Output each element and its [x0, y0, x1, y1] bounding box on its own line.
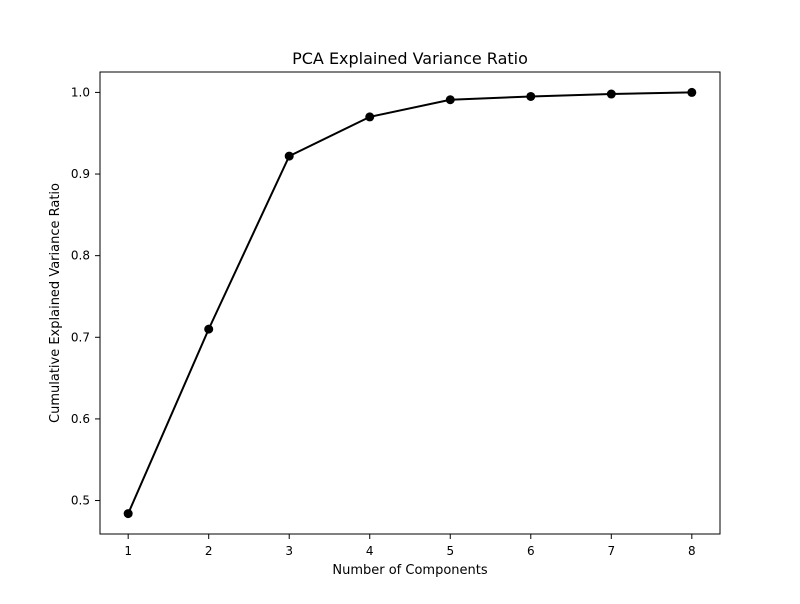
chart-title: PCA Explained Variance Ratio: [292, 49, 528, 68]
y-tick-label: 0.6: [71, 412, 90, 426]
ticks-layer: 1 2 3 4 5 6 7 8 0.5 0.6 0.7 0.8 0.9 1.0: [71, 85, 696, 558]
y-tick-label: 0.8: [71, 249, 90, 263]
y-tick-label: 0.9: [71, 167, 90, 181]
x-tick-label: 7: [607, 544, 615, 558]
x-tick-label: 1: [124, 544, 132, 558]
x-tick-label: 5: [446, 544, 454, 558]
x-axis-label: Number of Components: [332, 563, 487, 578]
data-point: [687, 87, 697, 97]
y-tick-label: 1.0: [71, 85, 90, 99]
x-tick-label: 6: [527, 544, 535, 558]
data-point: [365, 112, 375, 122]
y-tick-label: 0.7: [71, 330, 90, 344]
series-line: [127, 91, 692, 514]
x-tick-label: 8: [688, 544, 696, 558]
data-point: [123, 509, 133, 519]
plot-layer: [123, 87, 697, 519]
x-tick-label: 3: [285, 544, 293, 558]
y-axis-label: Cumulative Explained Variance Ratio: [48, 183, 63, 423]
data-point: [204, 324, 214, 334]
plot-frame: [99, 71, 721, 535]
x-tick-label: 2: [205, 544, 213, 558]
x-tick-label: 4: [366, 544, 374, 558]
data-point: [606, 89, 616, 99]
y-tick-label: 0.5: [71, 494, 90, 508]
data-point: [445, 95, 455, 105]
data-point: [526, 91, 536, 101]
data-point: [284, 151, 294, 161]
